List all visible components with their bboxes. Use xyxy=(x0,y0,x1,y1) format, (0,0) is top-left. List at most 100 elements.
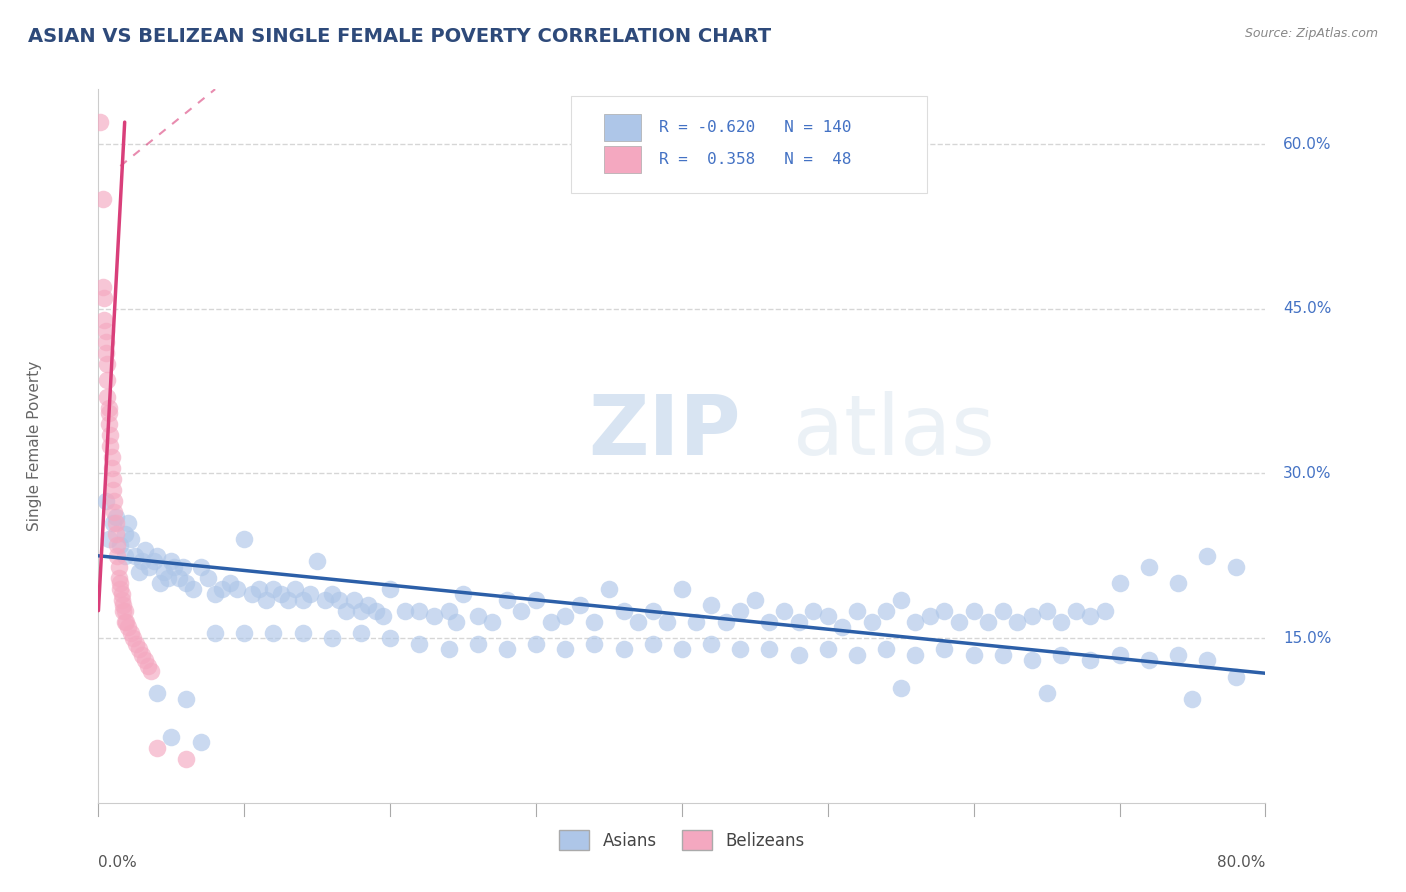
Point xyxy=(890,681,912,695)
Point xyxy=(100,450,122,464)
Point xyxy=(97,417,120,431)
Point xyxy=(1021,609,1043,624)
Point xyxy=(343,592,366,607)
Point xyxy=(437,604,460,618)
Point xyxy=(190,559,212,574)
Point xyxy=(174,752,197,766)
Point xyxy=(787,615,810,629)
Point xyxy=(89,115,111,129)
Point xyxy=(1195,653,1218,667)
Point xyxy=(262,582,284,596)
Point xyxy=(496,642,519,657)
Point xyxy=(1007,615,1029,629)
Point xyxy=(160,730,183,744)
Point xyxy=(172,559,194,574)
Point xyxy=(174,691,197,706)
Point xyxy=(875,604,897,618)
Point xyxy=(174,576,197,591)
Text: atlas: atlas xyxy=(793,392,994,472)
Point xyxy=(98,439,121,453)
Point xyxy=(671,582,693,596)
Point xyxy=(291,625,314,640)
Point xyxy=(671,642,693,657)
Point xyxy=(114,526,136,541)
Point xyxy=(128,642,150,657)
Point xyxy=(117,516,139,530)
Point xyxy=(1167,576,1189,591)
Point xyxy=(350,625,373,640)
Point xyxy=(730,604,752,618)
Point xyxy=(111,592,134,607)
Point xyxy=(714,615,737,629)
Point xyxy=(1108,576,1130,591)
Text: 45.0%: 45.0% xyxy=(1282,301,1331,317)
Point xyxy=(204,587,226,601)
Point xyxy=(153,566,176,580)
Point xyxy=(160,554,183,568)
Point xyxy=(408,637,430,651)
Point xyxy=(904,648,927,662)
Point xyxy=(307,554,329,568)
Point xyxy=(124,549,146,563)
Point xyxy=(962,604,984,618)
Point xyxy=(96,357,118,371)
Point xyxy=(1080,609,1102,624)
Point xyxy=(1035,604,1057,618)
Point xyxy=(110,582,132,596)
Point xyxy=(142,554,165,568)
Point xyxy=(1064,604,1087,618)
Point xyxy=(112,604,135,618)
Point xyxy=(114,615,136,629)
Point xyxy=(122,631,145,645)
Text: 15.0%: 15.0% xyxy=(1282,631,1331,646)
Point xyxy=(380,582,402,596)
Point xyxy=(262,625,284,640)
Point xyxy=(94,324,117,338)
Point xyxy=(524,592,547,607)
Point xyxy=(1050,648,1073,662)
Text: R =  0.358   N =  48: R = 0.358 N = 48 xyxy=(658,152,851,167)
Point xyxy=(128,566,150,580)
Point xyxy=(197,571,219,585)
Point xyxy=(93,291,115,305)
Point xyxy=(103,505,125,519)
Point xyxy=(540,615,562,629)
Point xyxy=(115,615,138,629)
Text: 80.0%: 80.0% xyxy=(1218,855,1265,871)
Point xyxy=(875,642,897,657)
Point xyxy=(817,609,839,624)
Point xyxy=(583,637,606,651)
Point xyxy=(98,428,121,442)
Point xyxy=(481,615,503,629)
Point xyxy=(444,615,467,629)
Point xyxy=(641,637,664,651)
Point xyxy=(247,582,270,596)
Point xyxy=(226,582,249,596)
Point xyxy=(94,334,117,349)
Point xyxy=(437,642,460,657)
Point xyxy=(1181,691,1204,706)
Point xyxy=(298,587,321,601)
Point xyxy=(773,604,796,618)
Point xyxy=(131,554,153,568)
Point xyxy=(1137,653,1160,667)
Point xyxy=(321,631,343,645)
Point xyxy=(1225,559,1247,574)
Point xyxy=(91,192,114,206)
Point xyxy=(211,582,233,596)
Point xyxy=(524,637,547,651)
Text: ASIAN VS BELIZEAN SINGLE FEMALE POVERTY CORRELATION CHART: ASIAN VS BELIZEAN SINGLE FEMALE POVERTY … xyxy=(28,27,772,45)
Point xyxy=(612,642,634,657)
Point xyxy=(233,625,256,640)
Point xyxy=(991,648,1014,662)
Point xyxy=(134,653,156,667)
Point xyxy=(801,604,824,618)
Point xyxy=(321,587,343,601)
Point xyxy=(583,615,606,629)
Point xyxy=(190,735,212,749)
Point xyxy=(1167,648,1189,662)
Point xyxy=(890,592,912,607)
Point xyxy=(110,576,132,591)
Point xyxy=(510,604,533,618)
Point xyxy=(918,609,941,624)
